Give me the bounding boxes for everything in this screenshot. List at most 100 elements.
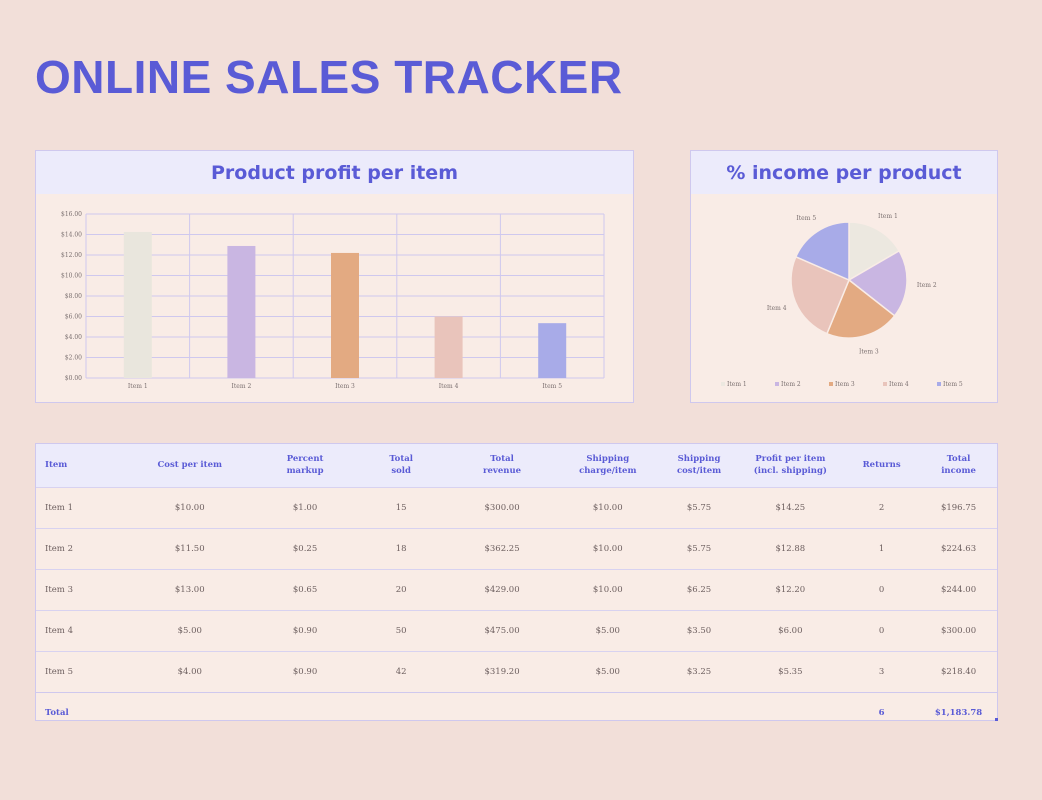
- y-tick-label: $2.00: [65, 355, 82, 362]
- legend-swatch: [829, 382, 833, 386]
- table-cell[interactable]: Item 1: [36, 486, 123, 528]
- table-cell[interactable]: $244.00: [920, 568, 997, 610]
- table-cell[interactable]: $224.63: [920, 527, 997, 569]
- legend-swatch: [937, 382, 941, 386]
- y-tick-label: $8.00: [65, 293, 82, 300]
- table-cell[interactable]: $5.00: [554, 650, 661, 692]
- table-cell[interactable]: $12.88: [737, 527, 844, 569]
- table-cell[interactable]: Item 2: [36, 527, 123, 569]
- pie-slice-label: Item 2: [917, 282, 937, 289]
- table-cell[interactable]: $362.25: [449, 527, 555, 569]
- table-cell[interactable]: [737, 691, 844, 733]
- table-cell[interactable]: [122, 691, 258, 733]
- resize-handle[interactable]: [995, 718, 998, 721]
- bar-3[interactable]: [331, 252, 359, 378]
- table-cell[interactable]: $13.00: [122, 568, 258, 610]
- table-cell[interactable]: Item 5: [36, 650, 123, 692]
- table-cell[interactable]: $1.00: [257, 486, 354, 528]
- table-cell[interactable]: $0.65: [257, 568, 354, 610]
- column-header[interactable]: Profit per item (incl. shipping): [753, 454, 827, 477]
- table-cell[interactable]: $10.00: [554, 486, 661, 528]
- column-header[interactable]: Percent markup: [286, 454, 324, 477]
- table-cell[interactable]: [660, 691, 738, 733]
- table-cell[interactable]: $300.00: [920, 609, 997, 651]
- table-cell[interactable]: 1: [843, 527, 921, 569]
- table-cell[interactable]: $0.25: [257, 527, 354, 569]
- x-tick-label: Item 5: [542, 383, 562, 390]
- table-row: Item 2 $11.50 $0.25 18 $362.25 $10.00 $5.75 $12…: [36, 527, 997, 569]
- table-cell[interactable]: Item 3: [36, 568, 123, 610]
- pie-slice-label: Item 4: [767, 305, 787, 312]
- table-cell[interactable]: $429.00: [449, 568, 555, 610]
- pie-slice-3[interactable]: [825, 278, 896, 339]
- table-cell[interactable]: $218.40: [920, 650, 997, 692]
- table-cell[interactable]: 0: [843, 609, 921, 651]
- pie-slice-1[interactable]: [848, 221, 901, 282]
- table-cell[interactable]: $3.25: [660, 650, 738, 692]
- y-tick-label: $4.00: [65, 334, 82, 341]
- table-cell[interactable]: 15: [353, 486, 450, 528]
- column-header[interactable]: Total sold: [389, 454, 413, 477]
- table-cell[interactable]: $0.90: [257, 609, 354, 651]
- table-cell[interactable]: $5.00: [554, 609, 661, 651]
- legend-label: Item 4: [889, 381, 909, 388]
- pie-slice-4[interactable]: [790, 255, 850, 335]
- table-cell[interactable]: $5.75: [660, 486, 738, 528]
- column-header[interactable]: Total revenue: [483, 454, 522, 477]
- sales-table: Item Cost per item Percent markup Total sold T…: [36, 444, 997, 733]
- pie-slice-2[interactable]: [847, 249, 908, 317]
- column-header[interactable]: Returns: [862, 460, 901, 471]
- table-cell[interactable]: [257, 691, 354, 733]
- table-cell[interactable]: $5.75: [660, 527, 738, 569]
- table-cell[interactable]: $5.00: [122, 609, 258, 651]
- table-cell[interactable]: $4.00: [122, 650, 258, 692]
- table-cell[interactable]: $1,183.78: [920, 691, 997, 733]
- table-cell[interactable]: [449, 691, 555, 733]
- column-header[interactable]: Item: [45, 460, 68, 471]
- table-cell[interactable]: 2: [843, 486, 921, 528]
- sales-table-card[interactable]: Item Cost per item Percent markup Total sold T…: [35, 443, 998, 733]
- bar-chart-card[interactable]: Product profit per item $0.00 $2.00 $4.00 $…: [35, 150, 634, 403]
- table-cell[interactable]: 0: [843, 568, 921, 610]
- legend-label: Item 2: [781, 381, 801, 388]
- table-header-row: Item Cost per item Percent markup Total sold T…: [36, 444, 997, 487]
- table-cell[interactable]: $3.50: [660, 609, 738, 651]
- table-row: Item 5 $4.00 $0.90 42 $319.20 $5.00 $3.25 $5.35…: [36, 650, 997, 692]
- table-cell[interactable]: $11.50: [122, 527, 258, 569]
- pie-slice-5[interactable]: [794, 221, 850, 282]
- table-cell[interactable]: $196.75: [920, 486, 997, 528]
- table-cell[interactable]: $0.90: [257, 650, 354, 692]
- table-cell[interactable]: $14.25: [737, 486, 844, 528]
- table-cell[interactable]: $5.35: [737, 650, 844, 692]
- table-cell[interactable]: Item 4: [36, 609, 123, 651]
- table-cell[interactable]: $10.00: [554, 527, 661, 569]
- bar-chart: $0.00 $2.00 $4.00 $6.00 $8.00 $10.00 $12.00 $14…: [61, 211, 605, 390]
- table-cell[interactable]: $6.00: [737, 609, 844, 651]
- table-cell[interactable]: $6.25: [660, 568, 738, 610]
- bar-4[interactable]: [434, 316, 463, 379]
- table-cell[interactable]: Total: [36, 691, 123, 733]
- table-cell[interactable]: 18: [353, 527, 450, 569]
- table-cell[interactable]: $319.20: [449, 650, 555, 692]
- bar-2[interactable]: [227, 245, 256, 378]
- table-cell[interactable]: 6: [843, 691, 921, 733]
- table-cell[interactable]: $475.00: [449, 609, 555, 651]
- table-cell[interactable]: $300.00: [449, 486, 555, 528]
- column-header[interactable]: Cost per item: [157, 460, 222, 471]
- table-cell[interactable]: $10.00: [122, 486, 258, 528]
- table-cell[interactable]: 20: [353, 568, 450, 610]
- table-cell[interactable]: 42: [353, 650, 450, 692]
- table-cell[interactable]: [353, 691, 450, 733]
- column-header[interactable]: Total income: [941, 454, 976, 477]
- table-cell[interactable]: $10.00: [554, 568, 661, 610]
- table-cell[interactable]: 3: [843, 650, 921, 692]
- table-cell[interactable]: [554, 691, 661, 733]
- pie-legend: Item 1 Item 2 Item 3 Item 4 Item 5: [721, 381, 963, 388]
- column-header[interactable]: Shipping cost/item: [676, 454, 722, 477]
- table-cell[interactable]: 50: [353, 609, 450, 651]
- table-cell[interactable]: $12.20: [737, 568, 844, 610]
- bar-1[interactable]: [123, 231, 152, 378]
- bar-5[interactable]: [538, 323, 567, 378]
- column-header[interactable]: Shipping charge/item: [579, 454, 637, 477]
